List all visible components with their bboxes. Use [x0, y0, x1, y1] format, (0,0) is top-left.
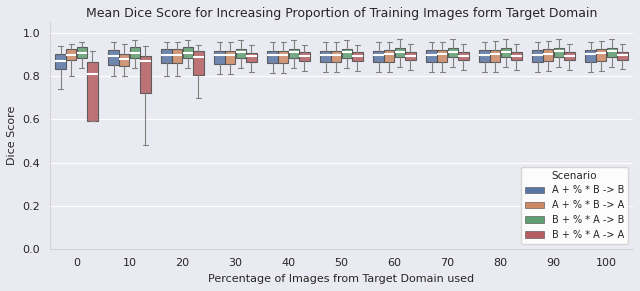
PathPatch shape	[193, 51, 204, 75]
PathPatch shape	[490, 50, 500, 62]
PathPatch shape	[586, 50, 596, 62]
PathPatch shape	[321, 51, 331, 62]
PathPatch shape	[172, 49, 182, 63]
PathPatch shape	[458, 52, 468, 61]
PathPatch shape	[405, 52, 415, 61]
PathPatch shape	[342, 49, 352, 58]
PathPatch shape	[77, 47, 87, 58]
PathPatch shape	[426, 50, 437, 62]
PathPatch shape	[617, 52, 628, 60]
PathPatch shape	[352, 52, 363, 61]
PathPatch shape	[140, 56, 150, 93]
Title: Mean Dice Score for Increasing Proportion of Training Images form Target Domain: Mean Dice Score for Increasing Proportio…	[86, 7, 597, 20]
PathPatch shape	[289, 49, 299, 58]
PathPatch shape	[214, 51, 225, 64]
PathPatch shape	[278, 51, 289, 63]
Legend: A + % * B -> B, A + % * B -> A, B + % * A -> B, B + % * A -> A: A + % * B -> B, A + % * B -> A, B + % * …	[521, 167, 628, 244]
PathPatch shape	[87, 62, 97, 120]
PathPatch shape	[447, 48, 458, 57]
PathPatch shape	[564, 52, 575, 61]
Y-axis label: Dice Score: Dice Score	[7, 106, 17, 165]
PathPatch shape	[479, 50, 490, 62]
PathPatch shape	[532, 50, 543, 62]
PathPatch shape	[543, 49, 554, 61]
PathPatch shape	[129, 47, 140, 58]
PathPatch shape	[119, 54, 129, 65]
PathPatch shape	[607, 48, 617, 57]
PathPatch shape	[108, 50, 119, 65]
PathPatch shape	[437, 50, 447, 62]
PathPatch shape	[268, 51, 278, 63]
PathPatch shape	[56, 54, 66, 69]
PathPatch shape	[384, 50, 394, 62]
PathPatch shape	[300, 52, 310, 61]
PathPatch shape	[331, 51, 341, 62]
PathPatch shape	[246, 53, 257, 62]
PathPatch shape	[554, 48, 564, 57]
PathPatch shape	[511, 52, 522, 61]
PathPatch shape	[66, 49, 76, 60]
PathPatch shape	[161, 49, 172, 63]
PathPatch shape	[182, 47, 193, 58]
PathPatch shape	[500, 48, 511, 57]
X-axis label: Percentage of Images from Target Domain used: Percentage of Images from Target Domain …	[209, 274, 475, 284]
PathPatch shape	[596, 49, 607, 61]
PathPatch shape	[395, 48, 405, 57]
PathPatch shape	[236, 49, 246, 58]
PathPatch shape	[373, 51, 384, 62]
PathPatch shape	[225, 51, 236, 64]
